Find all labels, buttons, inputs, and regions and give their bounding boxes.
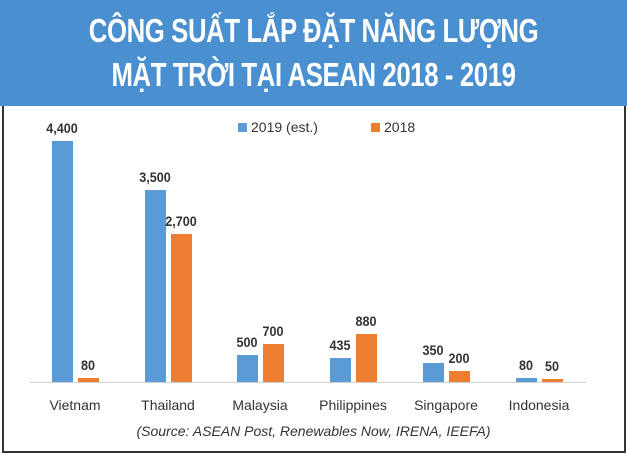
- category-label: Malaysia: [232, 397, 288, 413]
- value-label: 500: [236, 334, 258, 350]
- legend-swatch-2018: [371, 122, 380, 132]
- title-line-2: MẶT TRỜI TẠI ASEAN 2018 - 2019: [111, 56, 516, 93]
- bar-orange-singapore: [449, 371, 470, 382]
- value-label: 435: [329, 337, 351, 353]
- legend-swatch-2019: [238, 122, 247, 132]
- category-label: Singapore: [414, 397, 478, 413]
- x-axis-baseline: [30, 382, 586, 383]
- bar-orange-malaysia: [263, 344, 284, 382]
- category-label: Thailand: [141, 397, 195, 413]
- value-label: 200: [448, 350, 470, 366]
- category-label: Philippines: [319, 397, 387, 413]
- bar-orange-thailand: [171, 234, 192, 382]
- source-note: (Source: ASEAN Post, Renewables Now, IRE…: [136, 423, 491, 439]
- bar-blue-singapore: [423, 363, 444, 382]
- bar-blue-philippines: [330, 358, 351, 382]
- legend-item-2019: 2019 (est.): [238, 119, 318, 135]
- bar-orange-philippines: [356, 334, 377, 382]
- value-label: 80: [80, 357, 96, 373]
- title-banner: CÔNG SUẤT LẮP ĐẶT NĂNG LƯỢNG MẶT TRỜI TẠ…: [0, 0, 627, 106]
- bar-orange-indonesia: [542, 379, 563, 382]
- value-label: 80: [518, 357, 534, 373]
- title-line-1: CÔNG SUẤT LẮP ĐẶT NĂNG LƯỢNG: [88, 12, 539, 49]
- bar-blue-vietnam: [52, 141, 73, 382]
- bar-orange-vietnam: [78, 378, 99, 382]
- value-label: 880: [355, 313, 377, 329]
- chart-frame: [2, 106, 626, 453]
- bar-blue-thailand: [145, 190, 166, 382]
- value-label: 350: [422, 342, 444, 358]
- value-label: 3,500: [139, 169, 171, 185]
- value-label: 2,700: [165, 213, 197, 229]
- legend-label-2018: 2018: [384, 119, 416, 135]
- legend-label-2019: 2019 (est.): [251, 119, 318, 135]
- category-label: Vietnam: [49, 397, 101, 413]
- legend-item-2018: 2018: [371, 119, 415, 135]
- bar-blue-indonesia: [516, 378, 537, 382]
- value-label: 700: [262, 323, 284, 339]
- value-label: 50: [544, 358, 560, 374]
- bar-blue-malaysia: [237, 355, 258, 382]
- category-label: Indonesia: [508, 397, 570, 413]
- value-label: 4,400: [46, 120, 78, 136]
